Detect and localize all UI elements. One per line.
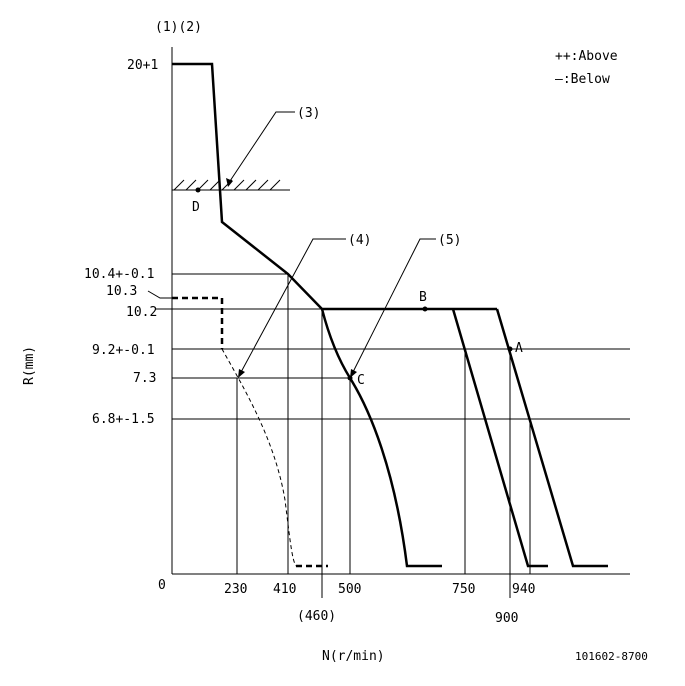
y-tick-20: 20+1 <box>127 58 158 73</box>
callout-3-arrow <box>226 178 233 187</box>
x-axis-label: N(r/min) <box>322 649 385 664</box>
callout-3-leader <box>227 111 295 185</box>
point-b-label: B <box>419 290 427 305</box>
callout-5-leader <box>351 238 436 375</box>
x-tick-460: (460) <box>297 609 336 624</box>
callout-4: (4) <box>348 233 371 248</box>
y-tick-9-2: 9.2+-0.1 <box>92 343 155 358</box>
point-d-marker <box>195 187 201 193</box>
point-a-label: A <box>515 341 523 356</box>
x-tick-940: 940 <box>512 582 535 597</box>
stopper-hatch <box>172 179 290 191</box>
callout-4-leader <box>239 238 346 375</box>
x-tick-410: 410 <box>273 582 296 597</box>
origin-label: 0 <box>158 578 166 593</box>
dashed-curve-droop <box>221 348 297 567</box>
callout-4-arrow <box>238 369 245 378</box>
main-curve <box>172 62 497 311</box>
figure-label: (1)(2) <box>155 20 202 35</box>
x-tick-230: 230 <box>224 582 247 597</box>
point-c-label: C <box>357 373 365 388</box>
point-a-marker <box>507 346 513 352</box>
point-d-label: D <box>192 200 200 215</box>
x-tick-900: 900 <box>495 611 518 626</box>
y-tick-10-2: 10.2 <box>126 305 157 320</box>
callout-5: (5) <box>438 233 461 248</box>
droop-line-a <box>495 308 608 568</box>
x-tick-750: 750 <box>452 582 475 597</box>
y-tick-7-3: 7.3 <box>133 371 156 386</box>
ref-leader-10-3 <box>147 290 172 299</box>
y-axis-label: R(mm) <box>22 346 37 385</box>
droop-line-b <box>451 308 548 568</box>
part-number: 101602-8700 <box>575 650 648 663</box>
legend-above: ++:Above <box>555 49 618 64</box>
callout-5-arrow <box>350 369 357 378</box>
legend-below: —:Below <box>555 72 610 87</box>
dashed-curve-below <box>172 296 224 349</box>
y-tick-10-3: 10.3 <box>106 284 137 299</box>
y-tick-6-8: 6.8+-1.5 <box>92 412 155 427</box>
droop-curve-c <box>320 308 442 568</box>
x-tick-500: 500 <box>338 582 361 597</box>
point-b-marker <box>422 306 428 312</box>
y-tick-10-4: 10.4+-0.1 <box>84 267 154 282</box>
callout-3: (3) <box>297 106 320 121</box>
